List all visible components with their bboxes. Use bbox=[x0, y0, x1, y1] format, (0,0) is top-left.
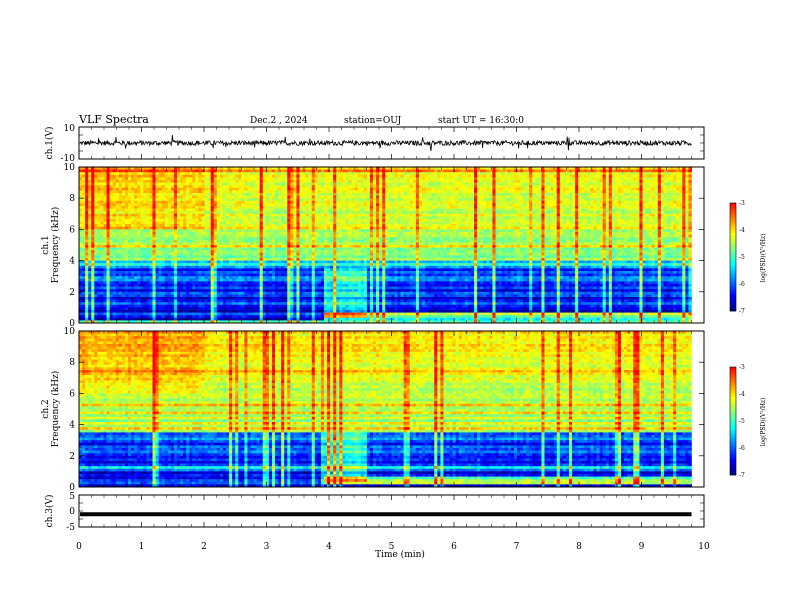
ch3-ylabel: ch.3(V) bbox=[44, 495, 55, 528]
ch1-ytick-top: 10 bbox=[64, 124, 76, 134]
cb1-tick-label: -4 bbox=[739, 227, 745, 234]
ch2-spectrogram-heatmap bbox=[79, 331, 692, 487]
station-label: station=OUJ bbox=[344, 116, 402, 126]
ch3-ytick-top: 5 bbox=[69, 492, 75, 502]
ch1-colorbar-gradient bbox=[730, 203, 736, 311]
ch1-ylabel: ch.1(V) bbox=[44, 127, 55, 160]
ch1-colorbar-label: log(PSD)(V²/Hz) bbox=[760, 234, 767, 283]
spec2-ytick-label: 4 bbox=[69, 421, 75, 431]
ch2-colorbar: -3 -4 -5 -6 -7 log(PSD)(V²/Hz) bbox=[730, 364, 767, 479]
ch3-ytick-bottom: -5 bbox=[66, 523, 75, 533]
cb1-tick-label: -6 bbox=[739, 281, 745, 288]
ch1-spec-ylabel-line2: Frequency (kHz) bbox=[50, 207, 61, 284]
x-tick-label: 9 bbox=[639, 542, 645, 552]
ch1-waveform-panel: 10 -10 ch.1(V) bbox=[44, 124, 704, 164]
ch2-colorbar-ticks: -3 -4 -5 -6 -7 bbox=[739, 364, 745, 479]
cb2-tick-label: -4 bbox=[739, 391, 745, 398]
x-tick-label: 0 bbox=[76, 542, 82, 552]
spec1-ytick-label: 10 bbox=[64, 163, 76, 173]
x-tick-label: 6 bbox=[451, 542, 457, 552]
x-tick-label: 3 bbox=[264, 542, 270, 552]
ch2-colorbar-gradient bbox=[730, 367, 736, 475]
spec2-ytick-label: 10 bbox=[64, 327, 76, 337]
spec1-ytick-label: 4 bbox=[69, 257, 75, 267]
cb2-tick-label: -3 bbox=[739, 364, 745, 371]
spec2-ytick-label: 6 bbox=[69, 389, 75, 399]
x-tick-label: 7 bbox=[514, 542, 520, 552]
cb2-tick-label: -7 bbox=[739, 472, 745, 479]
cb2-tick-label: -5 bbox=[739, 418, 745, 425]
ch2-colorbar-label: log(PSD)(V²/Hz) bbox=[760, 398, 767, 447]
spec2-ytick-label: 8 bbox=[69, 358, 75, 368]
spec1-ytick-label: 2 bbox=[69, 288, 75, 298]
cb2-tick-label: -6 bbox=[739, 445, 745, 452]
ch1-spec-ylabel-line1: ch.1 bbox=[41, 235, 51, 254]
ch2-spec-ylabel-line1: ch.2 bbox=[41, 399, 51, 418]
ch1-colorbar-ticks: -3 -4 -5 -6 -7 bbox=[739, 200, 745, 315]
start-ut-label: start UT = 16:30:0 bbox=[438, 116, 524, 126]
ch2-spec-ylabel-line2: Frequency (kHz) bbox=[50, 371, 61, 448]
x-tick-label: 10 bbox=[698, 542, 710, 552]
ch3-ytick-mid: 0 bbox=[69, 507, 75, 517]
x-tick-label: 8 bbox=[576, 542, 582, 552]
cb1-tick-label: -3 bbox=[739, 200, 745, 207]
x-tick-label: 4 bbox=[326, 542, 332, 552]
spec2-ytick-label: 2 bbox=[69, 452, 75, 462]
spec1-ytick-label: 6 bbox=[69, 225, 75, 235]
figure-title: VLF Spectra bbox=[78, 113, 149, 126]
spec1-ytick-label: 8 bbox=[69, 194, 75, 204]
ch1-spectrogram-heatmap bbox=[79, 167, 692, 323]
ch3-waveform-panel: 5 0 -5 ch.3(V) bbox=[44, 492, 704, 533]
x-tick-label: 2 bbox=[201, 542, 207, 552]
date-label: Dec.2 , 2024 bbox=[250, 116, 308, 126]
x-tick-label: 1 bbox=[139, 542, 145, 552]
cb1-tick-label: -5 bbox=[739, 254, 745, 261]
ch1-colorbar: -3 -4 -5 -6 -7 log(PSD)(V²/Hz) bbox=[730, 200, 767, 315]
x-axis-label: Time (min) bbox=[375, 549, 425, 560]
cb1-tick-label: -7 bbox=[739, 308, 745, 315]
